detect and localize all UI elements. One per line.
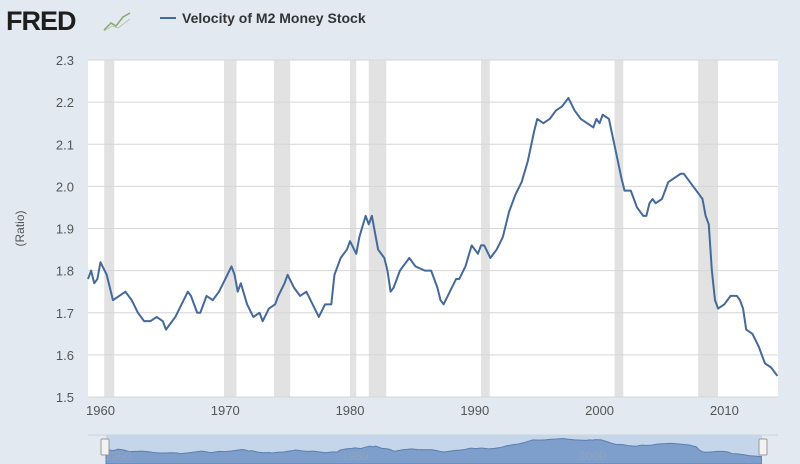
y-tick-label: 1.6 <box>56 348 74 363</box>
y-tick-label: 1.9 <box>56 222 74 237</box>
x-tick-label: 2010 <box>710 403 739 418</box>
fred-chart-icon <box>103 12 131 32</box>
y-tick-label: 2.1 <box>56 137 74 152</box>
navigator-label: 2000 <box>579 449 606 463</box>
y-tick-label: 1.7 <box>56 306 74 321</box>
fred-logo[interactable]: FRED <box>6 6 76 36</box>
y-tick-label: 2.3 <box>56 53 74 68</box>
navigator-label: 1980 <box>342 449 369 463</box>
x-tick-label: 1980 <box>336 403 365 418</box>
y-tick-label: 2.2 <box>56 95 74 110</box>
navigator-handle[interactable] <box>100 438 110 456</box>
x-tick-label: 1970 <box>211 403 240 418</box>
legend[interactable]: Velocity of M2 Money Stock <box>160 10 366 26</box>
series-line <box>87 96 779 377</box>
legend-swatch <box>160 17 176 19</box>
y-tick-label: 1.8 <box>56 264 74 279</box>
legend-label: Velocity of M2 Money Stock <box>182 10 366 26</box>
y-tick-label: 2.0 <box>56 179 74 194</box>
x-tick-label: 1960 <box>86 403 115 418</box>
navigator-label: 1960 <box>105 449 132 463</box>
navigator-series <box>105 437 762 464</box>
x-tick-label: 1990 <box>460 403 489 418</box>
y-tick-label: 1.5 <box>56 390 74 405</box>
x-tick-label: 2000 <box>585 403 614 418</box>
y-axis-label: (Ratio) <box>13 210 27 246</box>
navigator-handle[interactable] <box>758 438 768 456</box>
